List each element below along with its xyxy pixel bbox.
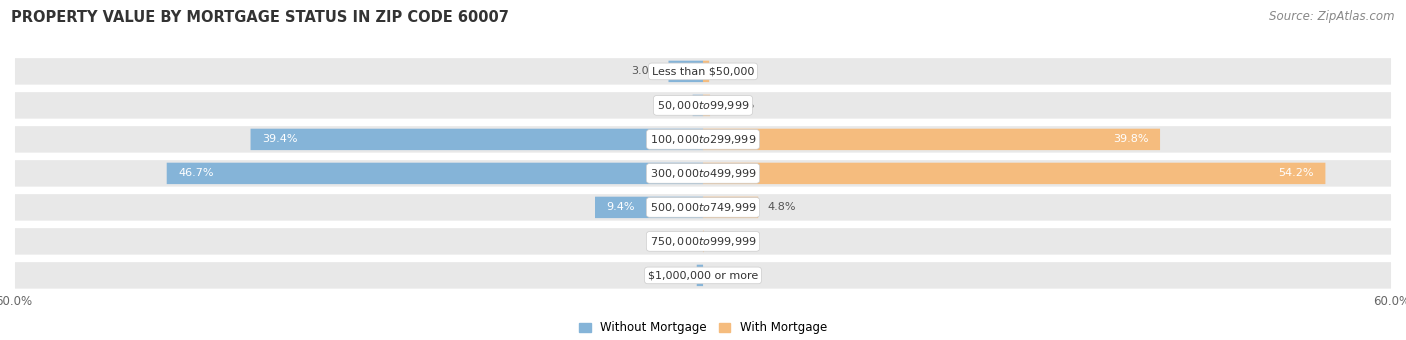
Legend: Without Mortgage, With Mortgage: Without Mortgage, With Mortgage bbox=[574, 317, 832, 339]
FancyBboxPatch shape bbox=[14, 125, 1392, 154]
FancyBboxPatch shape bbox=[595, 197, 703, 218]
FancyBboxPatch shape bbox=[14, 159, 1392, 188]
FancyBboxPatch shape bbox=[14, 91, 1392, 120]
Text: $1,000,000 or more: $1,000,000 or more bbox=[648, 270, 758, 280]
FancyBboxPatch shape bbox=[14, 193, 1392, 222]
FancyBboxPatch shape bbox=[693, 95, 703, 116]
Text: 9.4%: 9.4% bbox=[606, 202, 636, 212]
FancyBboxPatch shape bbox=[668, 61, 703, 82]
Text: $50,000 to $99,999: $50,000 to $99,999 bbox=[657, 99, 749, 112]
FancyBboxPatch shape bbox=[703, 129, 1160, 150]
Text: 39.8%: 39.8% bbox=[1114, 134, 1149, 144]
Text: 0.0%: 0.0% bbox=[713, 270, 741, 280]
FancyBboxPatch shape bbox=[14, 261, 1392, 290]
FancyBboxPatch shape bbox=[250, 129, 703, 150]
Text: PROPERTY VALUE BY MORTGAGE STATUS IN ZIP CODE 60007: PROPERTY VALUE BY MORTGAGE STATUS IN ZIP… bbox=[11, 10, 509, 25]
Text: 39.4%: 39.4% bbox=[262, 134, 298, 144]
Text: 0.08%: 0.08% bbox=[713, 236, 748, 246]
FancyBboxPatch shape bbox=[703, 163, 1326, 184]
Text: 0.9%: 0.9% bbox=[655, 100, 683, 110]
Text: 3.0%: 3.0% bbox=[631, 66, 659, 76]
Text: Less than $50,000: Less than $50,000 bbox=[652, 66, 754, 76]
FancyBboxPatch shape bbox=[703, 95, 710, 116]
FancyBboxPatch shape bbox=[703, 61, 709, 82]
Text: $100,000 to $299,999: $100,000 to $299,999 bbox=[650, 133, 756, 146]
Text: $750,000 to $999,999: $750,000 to $999,999 bbox=[650, 235, 756, 248]
Text: 0.54%: 0.54% bbox=[652, 270, 688, 280]
FancyBboxPatch shape bbox=[703, 197, 758, 218]
Text: 0.61%: 0.61% bbox=[720, 100, 755, 110]
Text: 54.2%: 54.2% bbox=[1278, 168, 1313, 179]
Text: $500,000 to $749,999: $500,000 to $749,999 bbox=[650, 201, 756, 214]
FancyBboxPatch shape bbox=[167, 163, 703, 184]
FancyBboxPatch shape bbox=[14, 57, 1392, 86]
Text: 46.7%: 46.7% bbox=[179, 168, 214, 179]
FancyBboxPatch shape bbox=[14, 227, 1392, 256]
Text: 4.8%: 4.8% bbox=[768, 202, 796, 212]
Text: 0.53%: 0.53% bbox=[718, 66, 754, 76]
Text: Source: ZipAtlas.com: Source: ZipAtlas.com bbox=[1270, 10, 1395, 23]
Text: 0.0%: 0.0% bbox=[665, 236, 693, 246]
FancyBboxPatch shape bbox=[697, 265, 703, 286]
Text: $300,000 to $499,999: $300,000 to $499,999 bbox=[650, 167, 756, 180]
